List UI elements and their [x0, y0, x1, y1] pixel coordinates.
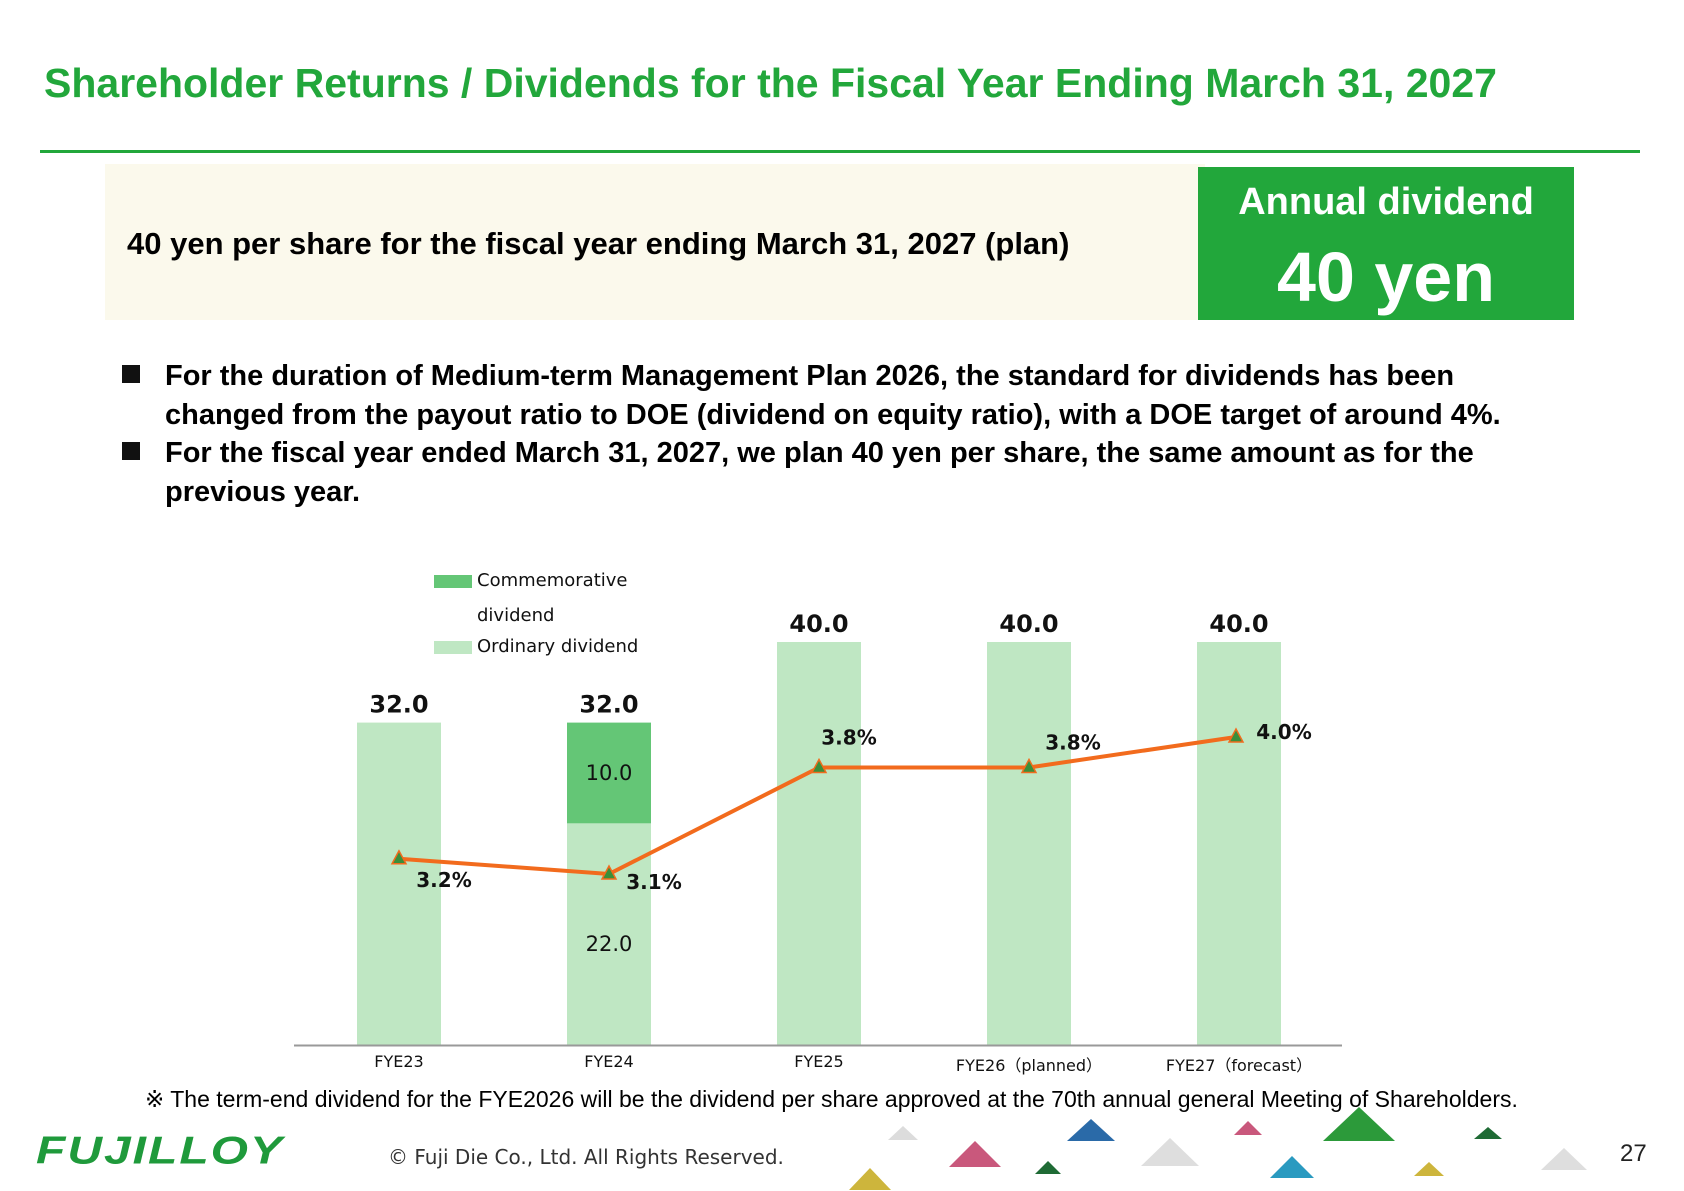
legend-swatch-commemorative	[434, 575, 472, 588]
bar-total-label: 40.0	[999, 610, 1058, 638]
x-tick-label: FYE24	[584, 1052, 633, 1071]
copyright-text: © Fuji Die Co., Ltd. All Rights Reserved…	[388, 1145, 784, 1169]
doe-value-label: 4.0%	[1256, 720, 1311, 744]
annual-dividend-label: Annual dividend	[1238, 181, 1534, 223]
bar-total-label: 40.0	[789, 610, 848, 638]
bullet-item: For the fiscal year ended March 31, 2027…	[120, 434, 1560, 511]
decorative-triangle	[1474, 1127, 1502, 1139]
dividend-banner	[105, 164, 1205, 320]
decorative-triangle	[1035, 1161, 1061, 1174]
square-bullet-icon	[122, 442, 140, 460]
bar-total-label: 32.0	[369, 691, 428, 719]
doe-value-label: 3.8%	[1045, 730, 1100, 754]
doe-marker	[1020, 757, 1038, 774]
x-tick-label: FYE23	[374, 1052, 423, 1071]
bullet-list: For the duration of Medium-term Manageme…	[120, 357, 1560, 511]
legend-swatch-ordinary	[434, 641, 472, 654]
title-divider	[40, 150, 1640, 153]
decorative-triangle	[1234, 1121, 1262, 1135]
banner-text: 40 yen per share for the fiscal year end…	[127, 226, 1070, 261]
doe-marker	[600, 864, 618, 880]
doe-marker	[390, 849, 408, 865]
decorative-triangle	[1141, 1138, 1199, 1166]
bullet-item: For the duration of Medium-term Manageme…	[120, 357, 1560, 434]
decorative-triangle	[1323, 1107, 1395, 1141]
x-tick-label: FYE27（forecast）	[1166, 1056, 1312, 1075]
decorative-triangle	[1414, 1162, 1444, 1176]
segment-value-label: 22.0	[586, 932, 633, 956]
annual-dividend-value: 40 yen	[1277, 238, 1495, 316]
decorative-triangle	[849, 1168, 891, 1190]
page-title: Shareholder Returns / Dividends for the …	[44, 60, 1497, 106]
footnote: ※ The term-end dividend for the FYE2026 …	[145, 1086, 1518, 1112]
doe-marker	[810, 757, 828, 774]
bar-ordinary	[987, 642, 1071, 1045]
bar-ordinary	[357, 722, 441, 1045]
square-bullet-icon	[122, 365, 140, 383]
legend-label-ordinary: Ordinary dividend	[477, 636, 638, 657]
segment-value-label: 10.0	[586, 761, 633, 785]
decorative-triangle	[949, 1141, 1001, 1167]
bar-total-label: 40.0	[1209, 610, 1268, 638]
decorative-triangle	[1270, 1156, 1314, 1178]
bar-total-label: 32.0	[579, 691, 638, 719]
doe-value-label: 3.1%	[626, 870, 681, 894]
decorative-triangle	[888, 1126, 918, 1140]
bullet-text: For the fiscal year ended March 31, 2027…	[165, 437, 1474, 508]
x-tick-label: FYE26（planned）	[956, 1056, 1102, 1075]
x-tick-label: FYE25	[794, 1052, 843, 1071]
doe-value-label: 3.2%	[416, 868, 471, 892]
legend-label-commemorative: Commemorative	[477, 570, 628, 591]
bullet-text: For the duration of Medium-term Manageme…	[165, 360, 1501, 431]
bar-ordinary	[777, 642, 861, 1045]
page-number: 27	[1620, 1140, 1647, 1167]
decorative-triangle	[1541, 1148, 1587, 1170]
bar-ordinary	[1197, 642, 1281, 1045]
bar-commemorative	[567, 722, 651, 824]
doe-value-label: 3.8%	[821, 725, 876, 749]
doe-marker	[1227, 727, 1245, 743]
decorative-triangle	[1067, 1119, 1115, 1141]
legend-label-commemorative: dividend	[477, 605, 554, 626]
fujilloy-logo: FUJILLOY	[36, 1128, 285, 1173]
annual-dividend-box: Annual dividend 40 yen	[1198, 167, 1574, 320]
